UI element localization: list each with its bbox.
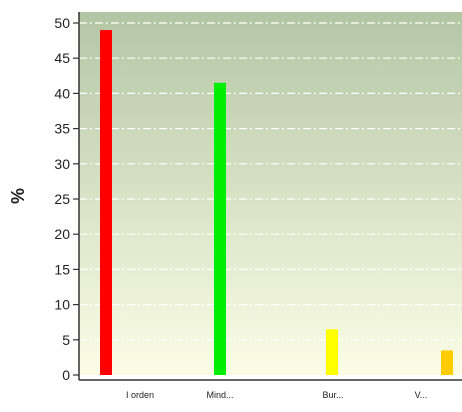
y-axis-ticks: 0 5 10 15 20 25 30 35 40 45 50 <box>54 15 79 383</box>
y-tick-label: 35 <box>54 121 70 137</box>
y-tick-label: 30 <box>54 156 70 172</box>
y-tick-label: 40 <box>54 85 70 101</box>
bars <box>100 30 453 375</box>
x-tick-label: I orden <box>126 390 154 400</box>
y-tick-label: 5 <box>62 332 70 348</box>
bar <box>214 82 226 375</box>
y-tick-label: 25 <box>54 191 70 207</box>
y-tick-label: 0 <box>62 367 70 383</box>
plot-area <box>79 12 462 375</box>
x-tick-label: Bur... <box>322 390 343 400</box>
y-tick-label: 50 <box>54 15 70 31</box>
y-tick-label: 45 <box>54 50 70 66</box>
y-tick-label: 10 <box>54 297 70 313</box>
bar <box>100 30 112 375</box>
x-axis-categories: I orden Mind... Bur... V... <box>126 390 427 400</box>
bar <box>441 350 453 375</box>
x-tick-label: Mind... <box>206 390 233 400</box>
y-axis-title: % <box>8 188 28 204</box>
x-tick-label: V... <box>415 390 428 400</box>
y-tick-label: 20 <box>54 226 70 242</box>
bar <box>326 329 338 375</box>
y-tick-label: 15 <box>54 261 70 277</box>
